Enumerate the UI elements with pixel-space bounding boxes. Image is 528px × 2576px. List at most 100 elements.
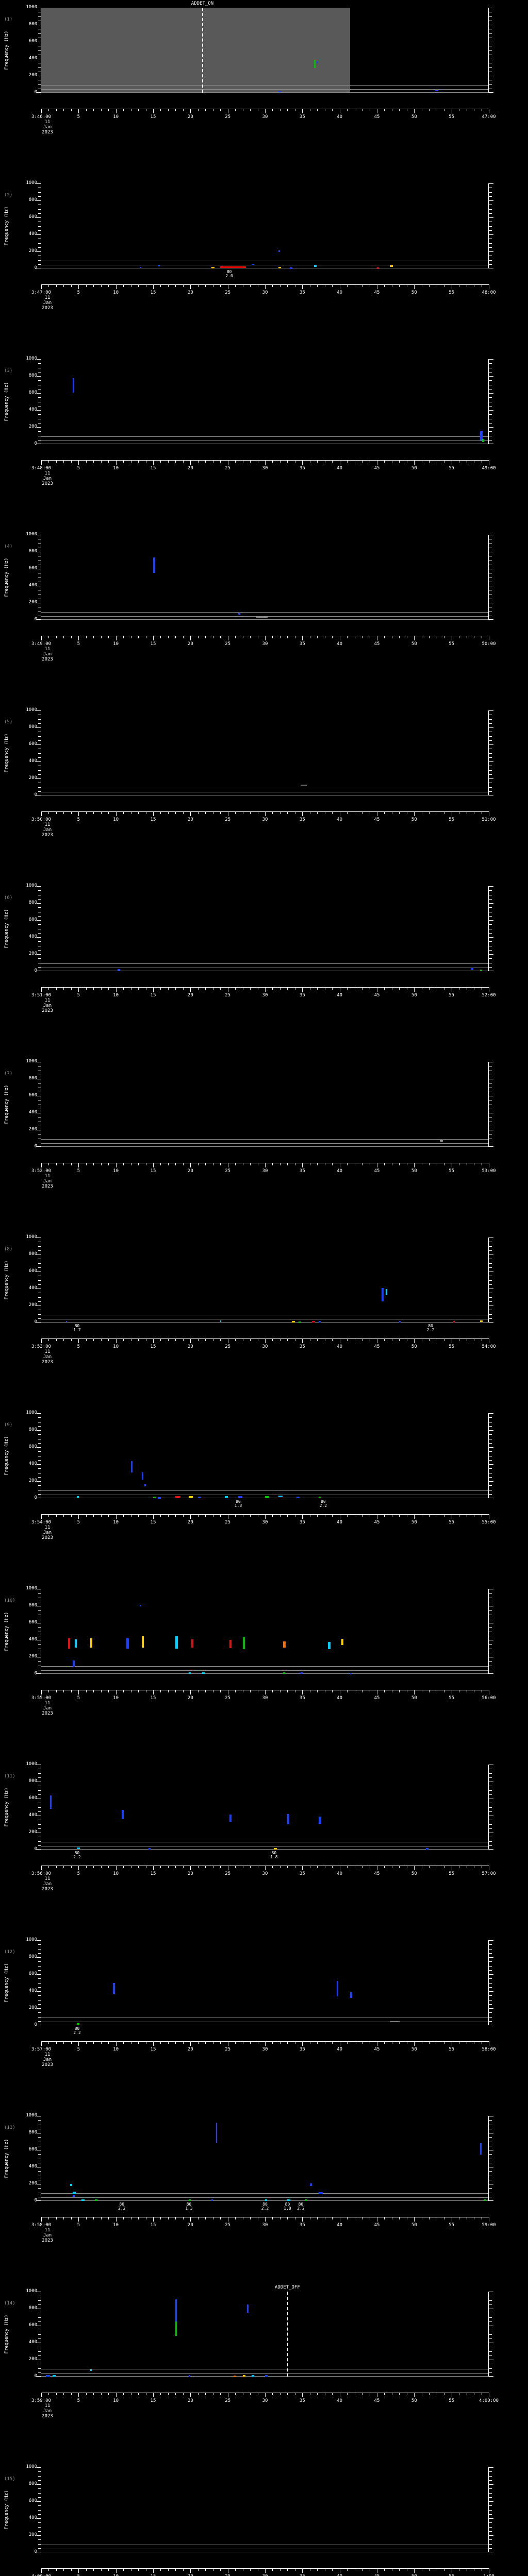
y-tick-minor [38, 431, 41, 432]
x-tick-minor [205, 2217, 206, 2219]
plot-area[interactable] [41, 2116, 489, 2201]
x-tick-minor [101, 1338, 102, 1341]
y-tick-minor [38, 958, 41, 959]
x-tick-minor [101, 811, 102, 814]
y-tick-minor [38, 1845, 41, 1846]
plot-area[interactable] [41, 1413, 489, 1499]
x-tick-minor [429, 460, 430, 463]
x-tick-major [78, 1338, 79, 1343]
x-tick-major [302, 987, 303, 992]
plot-area[interactable] [41, 1940, 489, 2025]
y-tick-major-right [489, 2467, 493, 2468]
x-tick-label: 45 [374, 1520, 380, 1525]
y-tick-label: 800 [28, 549, 37, 554]
y-tick-minor-right [489, 1995, 492, 1996]
x-tick-minor [332, 284, 333, 287]
y-axis-right-line [488, 710, 489, 795]
x-tick-minor [399, 284, 400, 287]
x-tick-minor [235, 1690, 236, 1692]
plot-area[interactable] [41, 710, 489, 795]
plot-area[interactable] [41, 8, 489, 93]
detection-mark [265, 2199, 267, 2201]
x-tick-minor [197, 636, 199, 638]
date-part: 11 [44, 647, 51, 652]
y-tick-major-right [489, 710, 493, 711]
y-tick-major-right [489, 2501, 493, 2502]
plot-area[interactable] [41, 183, 489, 269]
x-tick-minor [235, 2041, 236, 2044]
x-tick-minor [175, 2217, 176, 2219]
detection-mark [77, 2023, 80, 2025]
y-tick-minor [38, 924, 41, 925]
date-part: 2023 [42, 1008, 53, 1013]
annotation-line-2: 1.7 [73, 1328, 81, 1332]
x-tick-minor [48, 1514, 50, 1517]
reference-line [41, 616, 489, 617]
y-tick-minor [38, 380, 41, 381]
x-tick-major [41, 1514, 42, 1519]
y-tick-minor-right [489, 2304, 492, 2305]
y-tick-major-right [489, 727, 493, 728]
x-tick-minor [101, 109, 102, 111]
plot-area[interactable] [41, 1062, 489, 1147]
x-tick-minor [86, 1338, 87, 1341]
x-tick-label: 5 [77, 817, 80, 822]
y-tick-major [37, 234, 41, 235]
x-tick-minor [63, 1514, 64, 1517]
x-tick-minor [160, 2217, 161, 2219]
x-tick-minor [101, 1514, 102, 1517]
date-part: 2023 [42, 130, 53, 135]
x-tick-minor [347, 636, 348, 638]
y-tick-label: 0 [34, 2374, 37, 2379]
detection-mark [197, 1496, 201, 1498]
y-tick-label: 400 [28, 1812, 37, 1818]
x-tick-label: 5 [77, 1168, 80, 1174]
x-tick-minor [108, 284, 109, 287]
detection-annotation: 80 2.2 [427, 1324, 434, 1332]
y-tick-major [37, 2535, 41, 2536]
y-tick-minor [38, 1246, 41, 1247]
x-tick-minor [63, 1163, 64, 1165]
x-tick-minor [347, 987, 348, 990]
x-tick-minor [160, 284, 161, 287]
plot-area[interactable] [41, 2292, 489, 2377]
y-tick-major [37, 1146, 41, 1147]
annotation-line-2: 2.2 [73, 2030, 81, 2035]
x-tick-minor [48, 2217, 50, 2219]
x-tick-minor [197, 2568, 199, 2571]
plot-area[interactable] [41, 1589, 489, 1674]
x-tick-minor [175, 636, 176, 638]
detection-mark [75, 1639, 77, 1648]
plot-area[interactable] [41, 535, 489, 620]
detection-mark [81, 2199, 85, 2201]
y-tick-minor-right [489, 933, 492, 934]
x-tick-major [41, 636, 42, 640]
x-tick-major [78, 2217, 79, 2222]
x-tick-label: 55 [449, 1696, 455, 1701]
y-tick-major-right [489, 2200, 493, 2201]
x-tick-minor [205, 1338, 206, 1341]
x-tick-minor [197, 2041, 199, 2044]
x-tick-major [414, 1690, 415, 1694]
y-tick-minor [38, 2004, 41, 2005]
x-tick-minor [272, 636, 273, 638]
plot-area[interactable] [41, 1765, 489, 1850]
plot-area[interactable] [41, 886, 489, 972]
x-tick-label: 15 [151, 2574, 156, 2576]
x-tick-minor [86, 811, 87, 814]
y-tick-minor-right [489, 1948, 492, 1950]
x-tick-minor [86, 1866, 87, 1868]
plot-area[interactable] [41, 359, 489, 444]
y-tick-minor-right [489, 1593, 492, 1594]
detection-mark [292, 1321, 295, 1323]
x-tick-major [190, 1514, 191, 1519]
x-tick-label: 35 [299, 1696, 305, 1701]
x-tick-minor [56, 1338, 57, 1341]
y-tick-minor-right [489, 2171, 492, 2172]
y-tick-label: 600 [28, 2147, 37, 2152]
y-tick-major [37, 2484, 41, 2485]
plot-area[interactable] [41, 1238, 489, 1323]
y-tick-minor [38, 1284, 41, 1285]
y-tick-minor [38, 2514, 41, 2515]
plot-area[interactable] [41, 2467, 489, 2552]
